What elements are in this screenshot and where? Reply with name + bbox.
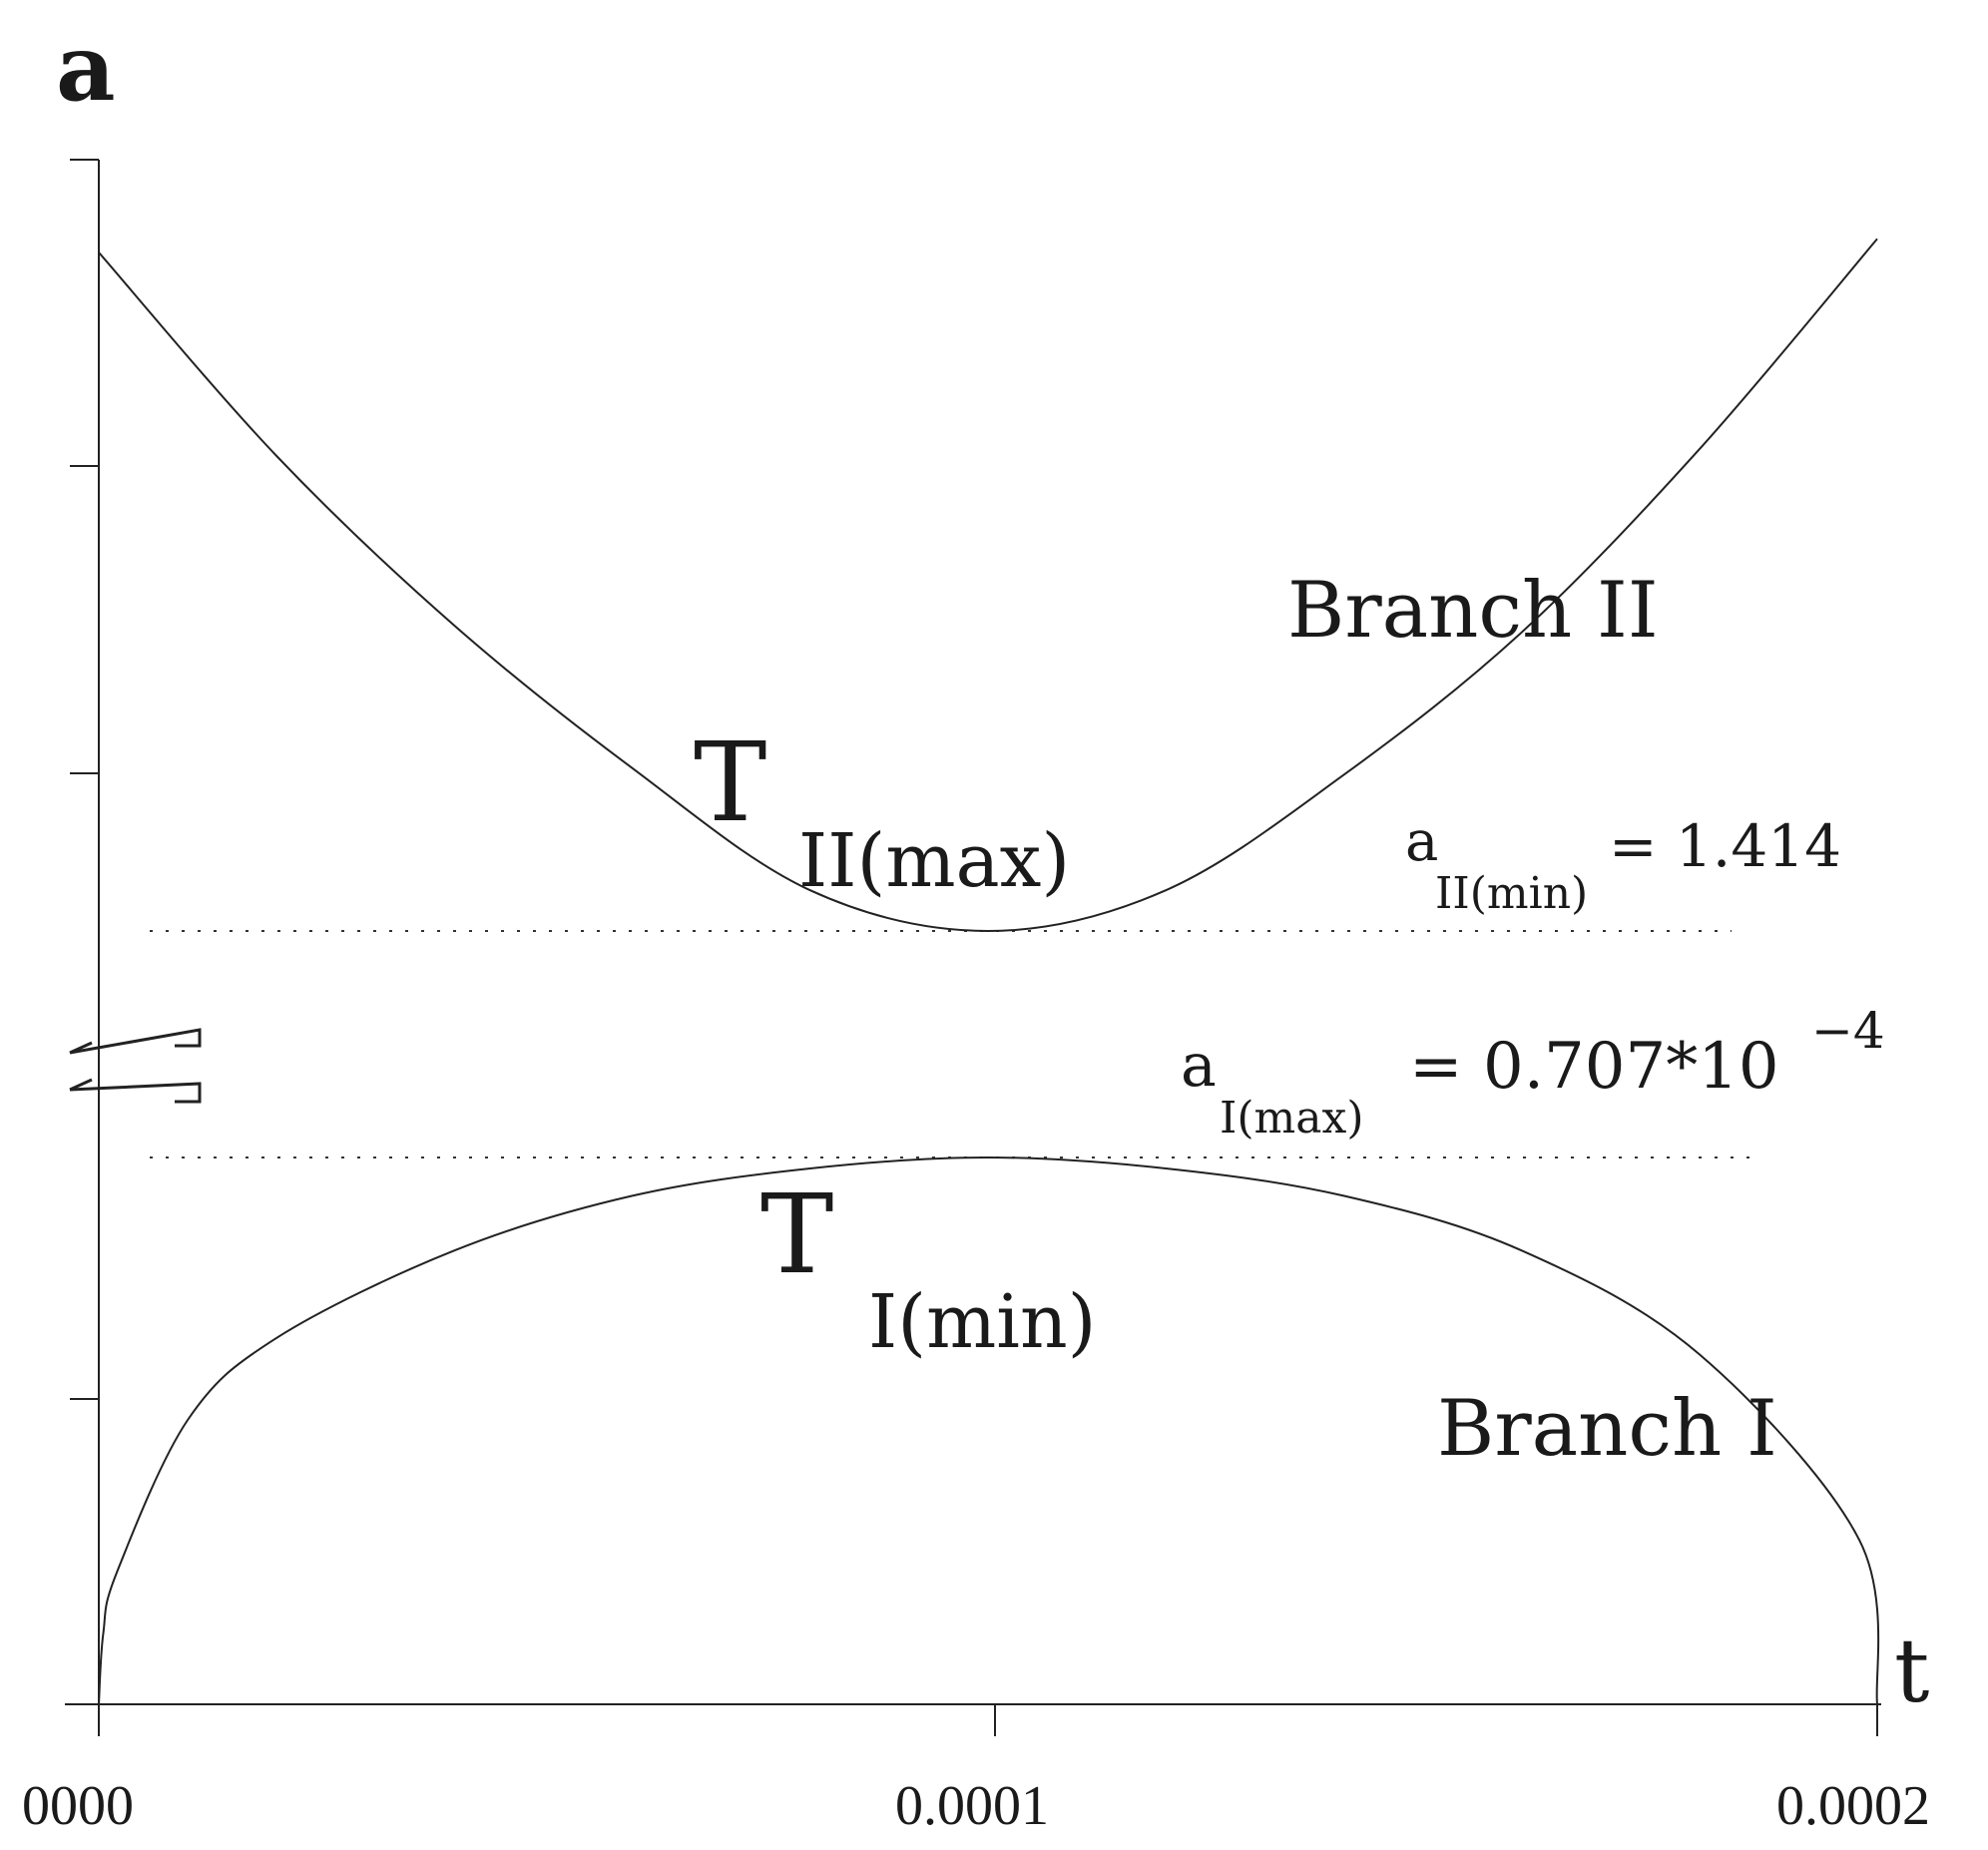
x-tick-label: 0.0002 [1776,1775,1930,1837]
branch-ii-label: Branch II [1287,566,1659,656]
branch-i-label: Branch I [1437,1384,1777,1474]
a-i-max-exponent: −4 [1811,1002,1885,1060]
a-ii-min-subscript: II(min) [1435,868,1588,919]
x-ticks [98,1704,1878,1736]
t-i-min-subscript: I(min) [868,1279,1096,1365]
a-i-max-subscript: I(max) [1220,1093,1363,1144]
curve-branch-ii [98,237,1878,933]
t-ii-max-label: T [694,718,766,846]
t-ii-max-subscript: II(max) [798,818,1070,904]
curve-branch-i [98,1156,1880,1705]
x-tick-label: 0.0001 [895,1775,1049,1837]
y-ticks [70,159,99,1400]
a-i-max-value: = 0.707*10 [1409,1030,1779,1104]
y-axis-label: a [56,14,116,122]
x-axis-label: t [1894,1619,1929,1722]
a-i-max-label: a [1181,1031,1217,1101]
axis-break-symbol [69,1028,202,1104]
a-ii-min-value: = 1.414 [1609,812,1841,880]
x-tick-label: 0000 [22,1775,134,1837]
t-i-min-label: T [760,1170,833,1298]
a-ii-min-label: a [1405,809,1438,874]
